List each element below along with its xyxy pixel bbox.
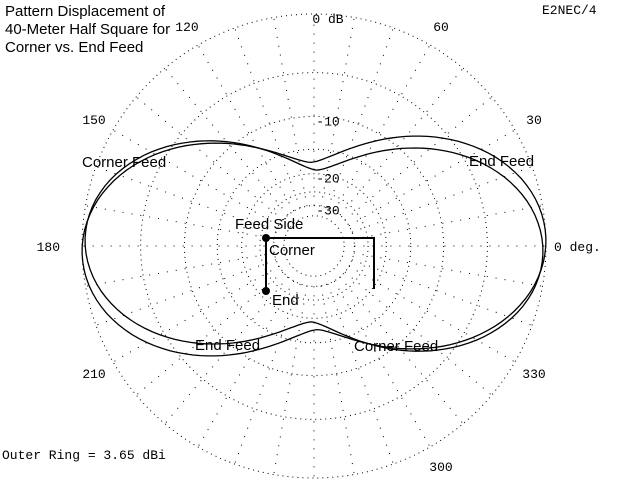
grid-spoke (339, 67, 464, 216)
annotation-label: Corner Feed (354, 338, 438, 355)
angle-label: 150 (82, 113, 105, 128)
inset-end-label: End (272, 292, 299, 309)
grid-ring (140, 72, 488, 420)
grid-spoke (197, 44, 295, 212)
grid-spoke (353, 252, 543, 287)
grid-spoke (351, 259, 533, 326)
grid-spoke (95, 259, 277, 326)
angle-label: 330 (522, 367, 545, 382)
angle-label: 210 (82, 367, 105, 382)
radial-tick-label: -30 (316, 204, 339, 219)
angle-label: 30 (526, 113, 542, 128)
feed-point-end (262, 287, 270, 295)
pattern-series (81, 135, 547, 357)
radial-tick-label: -10 (316, 114, 339, 129)
grid-ring (241, 173, 387, 319)
grid-spoke (85, 252, 275, 287)
annotation-label: End Feed (195, 337, 260, 354)
brand-label: E2NEC/4 (542, 3, 597, 18)
annotation-label: Corner Feed (82, 154, 166, 171)
series-line-2 (84, 140, 544, 352)
angle-label: 180 (37, 240, 60, 255)
feed-point-corner (262, 234, 270, 242)
grid-spoke (327, 283, 394, 465)
grid-spoke (333, 280, 431, 448)
inset-feed-side-label: Feed Side (235, 216, 303, 233)
grid-ring (183, 115, 445, 377)
angle-label: 0 deg. (554, 240, 601, 255)
inset-corner-label: Corner (269, 242, 315, 259)
grid-spoke (234, 27, 301, 209)
grid-ring (259, 191, 369, 301)
grid-spoke (353, 205, 543, 240)
radial-tick-label: -20 (316, 172, 339, 187)
grid-spoke (234, 283, 301, 465)
chart-title: Pattern Displacement of 40-Meter Half Sq… (5, 3, 171, 56)
angle-label: 60 (433, 20, 449, 35)
grid-spoke (348, 129, 516, 227)
outer-ring-note: Outer Ring = 3.65 dBi (2, 448, 166, 463)
grid-ring (216, 148, 412, 344)
antenna-element (265, 237, 375, 291)
grid-spoke (273, 285, 308, 475)
grid-spoke (344, 271, 493, 396)
angle-label: 120 (175, 20, 198, 35)
angle-label: 300 (429, 460, 452, 475)
grid-spoke (351, 166, 533, 233)
grid-ring (283, 215, 345, 277)
antenna-inset: Feed Side Corner End (235, 216, 375, 309)
plot-labels: 0 dB -10 -20 -30 0 deg. 30 60 120 150 180 210 300 33… (37, 12, 601, 475)
grid-spoke (333, 44, 431, 212)
grid-spoke (320, 285, 355, 475)
annotation-label: End Feed (469, 153, 534, 170)
radial-tick-label: 0 dB (312, 12, 343, 27)
